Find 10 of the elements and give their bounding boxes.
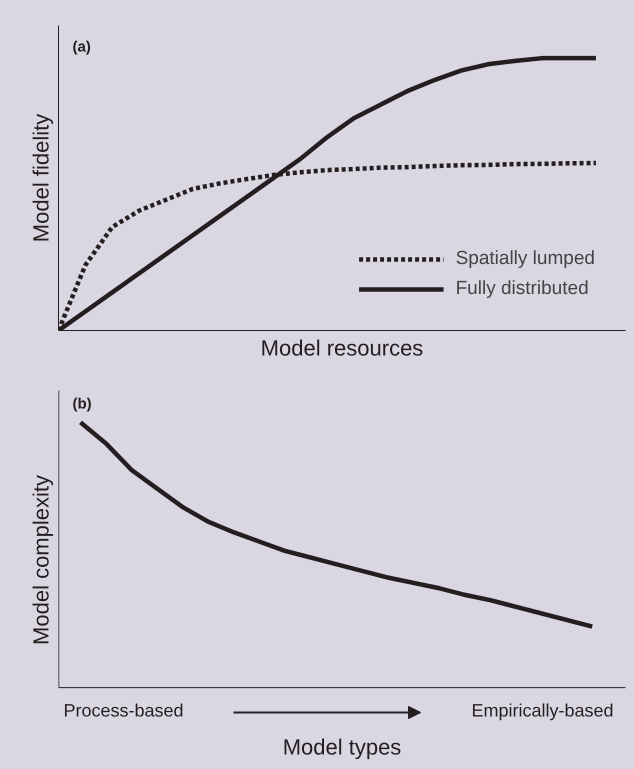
text: Process-based [64,700,184,720]
y-axis-title: Model complexity [28,475,54,645]
chart-title: (a) [72,38,91,56]
y-axis-title: Model fidelity [28,114,54,242]
x-axis-title: Model types [282,734,402,760]
legend-label: Fully distributed [456,278,589,300]
chart-title: (b) [72,396,92,412]
x-axis-title: Model resources [260,336,424,360]
legend-label: Spatially lumped [456,248,595,270]
text: Empirically-based [471,700,614,720]
